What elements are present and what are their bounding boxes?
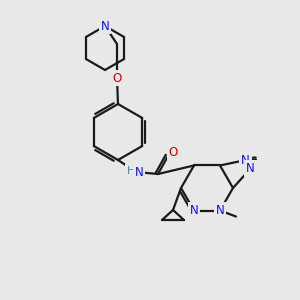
Text: N: N [190, 204, 198, 217]
Text: N: N [216, 204, 224, 217]
Text: O: O [112, 71, 122, 85]
Text: N: N [135, 166, 143, 178]
Text: N: N [246, 162, 255, 175]
Text: N: N [100, 20, 109, 32]
Text: O: O [168, 146, 178, 158]
Text: H: H [127, 166, 135, 176]
Text: N: N [241, 154, 250, 166]
